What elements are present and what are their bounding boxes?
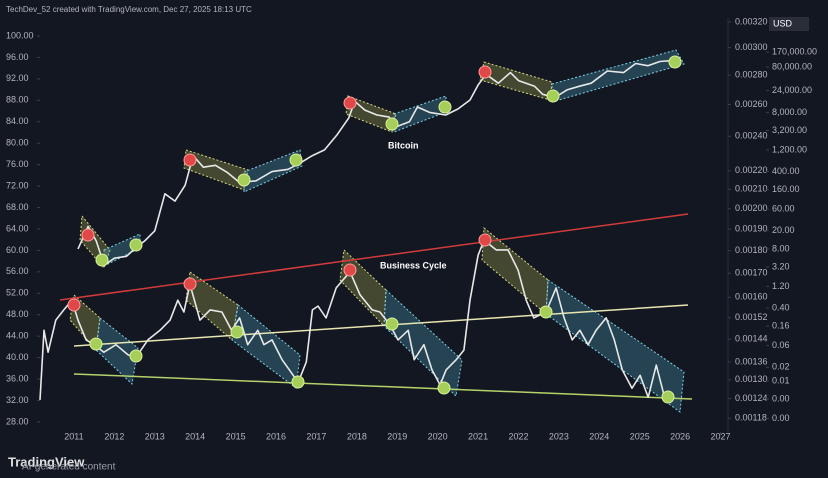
y-tick-label: 0.00124 xyxy=(735,393,768,403)
y-tick-label: 0.01 xyxy=(772,375,790,385)
x-tick-label: 2026 xyxy=(670,431,690,441)
y-tick-label: 100.00 xyxy=(6,30,34,40)
x-tick-label: 2021 xyxy=(468,431,488,441)
y-tick-label: 0.00260 xyxy=(735,99,768,109)
unit-label: USD xyxy=(773,18,793,28)
y-tick-label: 1,200.00 xyxy=(772,144,807,154)
y-tick-label: 0.00200 xyxy=(735,203,768,213)
x-tick-label: 2022 xyxy=(508,431,528,441)
y-tick-label: 0.00190 xyxy=(735,223,768,233)
y-tick-label: 96.00 xyxy=(6,52,29,62)
x-tick-label: 2018 xyxy=(347,431,367,441)
credit: TechDev_52 created with TradingView.com,… xyxy=(6,5,252,14)
series-label: Bitcoin xyxy=(388,140,419,150)
y-tick-label: 92.00 xyxy=(6,73,29,83)
x-tick-label: 2019 xyxy=(387,431,407,441)
markers xyxy=(67,55,682,404)
y-tick-label: 0.00320 xyxy=(735,16,768,26)
y-tick-label: 76.00 xyxy=(6,159,29,169)
y-tick-label: 0.00300 xyxy=(735,42,768,52)
x-tick-label: 2023 xyxy=(549,431,569,441)
x-tick-label: 2017 xyxy=(306,431,326,441)
y-tick-label: 8.00 xyxy=(772,243,790,253)
x-tick-label: 2014 xyxy=(185,431,205,441)
y-tick-label: 0.00130 xyxy=(735,374,768,384)
y-tick-label: 0.02 xyxy=(772,362,790,372)
y-tick-label: 0.00210 xyxy=(735,184,768,194)
y-tick-label: 24,000.00 xyxy=(772,85,812,95)
watermark: TradingView xyxy=(8,454,85,469)
x-tick-label: 2013 xyxy=(145,431,165,441)
y-tick-label: 20.00 xyxy=(772,225,795,235)
series-label: Business Cycle xyxy=(380,260,447,270)
ai-notice: AI-generated content xyxy=(22,462,116,473)
y-tick-label: 32.00 xyxy=(6,395,29,405)
y-tick-label: 0.00280 xyxy=(735,69,768,79)
y-tick-label: 80,000.00 xyxy=(772,61,812,71)
y-tick-label: 0.40 xyxy=(772,302,790,312)
trendlines xyxy=(59,213,693,400)
y-tick-label: 68.00 xyxy=(6,202,29,212)
y-tick-label: 52.00 xyxy=(6,288,29,298)
unit-badge xyxy=(769,17,809,31)
y-tick-label: 0.00136 xyxy=(735,356,768,366)
y-tick-label: 0.00152 xyxy=(735,312,768,322)
x-tick-label: 2025 xyxy=(630,431,650,441)
y-tick-label: 3,200.00 xyxy=(772,125,807,135)
y-tick-label: 0.00170 xyxy=(735,268,768,278)
y-tick-label: 44.00 xyxy=(6,331,29,341)
y-tick-label: 0.00 xyxy=(772,393,790,403)
y-tick-label: 60.00 xyxy=(6,245,29,255)
y-tick-label: 0.00144 xyxy=(735,334,768,344)
x-tick-label: 2020 xyxy=(428,431,448,441)
x-tick-label: 2011 xyxy=(64,431,83,441)
y-tick-label: 72.00 xyxy=(6,180,29,190)
x-tick-label: 2016 xyxy=(266,431,286,441)
y-tick-label: 60.00 xyxy=(772,203,795,213)
y-tick-label: 80.00 xyxy=(6,138,29,148)
y-tick-label: 0.00220 xyxy=(735,165,768,175)
y-tick-label: 56.00 xyxy=(6,266,29,276)
y-tick-label: 0.00240 xyxy=(735,131,768,141)
y-tick-label: 160.00 xyxy=(772,184,800,194)
y-tick-label: 48.00 xyxy=(6,309,29,319)
y-tick-label: 84.00 xyxy=(6,116,29,126)
y-tick-label: 40.00 xyxy=(6,352,29,362)
y-tick-label: 0.00160 xyxy=(735,292,768,302)
y-tick-label: 0.00180 xyxy=(735,245,768,255)
x-tick-label: 2027 xyxy=(711,431,731,441)
y-tick-label: 400.00 xyxy=(772,166,800,176)
y-tick-label: 3.20 xyxy=(772,261,790,271)
series-line xyxy=(77,59,681,266)
y-tick-label: 8,000.00 xyxy=(772,107,807,117)
y-tick-label: 64.00 xyxy=(6,223,29,233)
y-tick-label: 170,000.00 xyxy=(772,46,817,56)
y-tick-label: 0.00118 xyxy=(735,413,767,423)
x-tick-label: 2015 xyxy=(226,431,246,441)
y-tick-label: 0.06 xyxy=(772,340,790,350)
y-tick-label: 0.16 xyxy=(772,321,790,331)
y-tick-label: 0.00 xyxy=(772,413,790,423)
y-tick-label: 1.20 xyxy=(772,281,790,291)
y-tick-label: 88.00 xyxy=(6,95,29,105)
x-tick-label: 2024 xyxy=(589,431,609,441)
y-tick-label: 36.00 xyxy=(6,373,29,383)
x-tick-label: 2012 xyxy=(104,431,124,441)
y-tick-label: 28.00 xyxy=(6,416,29,426)
